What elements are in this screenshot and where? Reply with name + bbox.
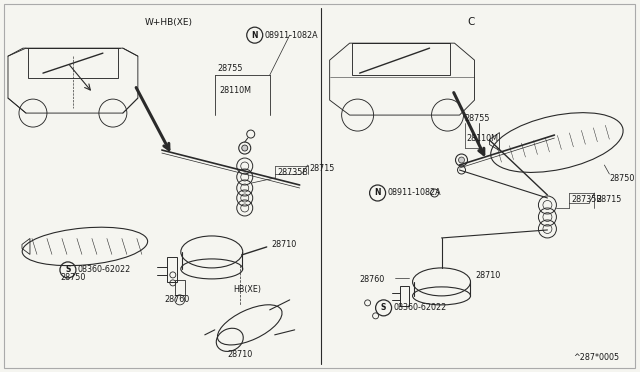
Text: 28710: 28710: [476, 272, 500, 280]
Text: 08911-1082A: 08911-1082A: [265, 31, 318, 40]
Text: 28715: 28715: [596, 195, 621, 205]
Text: N: N: [374, 189, 381, 198]
Text: 28710: 28710: [272, 240, 297, 250]
Text: 28760: 28760: [360, 275, 385, 285]
Text: S: S: [65, 265, 70, 275]
Text: 28750: 28750: [60, 273, 85, 282]
Text: 28715: 28715: [310, 164, 335, 173]
Text: 28710: 28710: [227, 350, 252, 359]
Text: 28735B: 28735B: [572, 195, 602, 205]
Text: 28755: 28755: [465, 113, 490, 122]
Text: W+HB(XE): W+HB(XE): [145, 18, 193, 27]
Text: ^287*0005: ^287*0005: [573, 353, 620, 362]
Text: HB(XE): HB(XE): [233, 285, 260, 294]
Text: C: C: [467, 17, 475, 27]
Text: 28110M: 28110M: [220, 86, 252, 94]
Circle shape: [242, 145, 248, 151]
Text: 28760: 28760: [165, 295, 190, 304]
Text: 28735B: 28735B: [278, 167, 308, 177]
Text: 08911-1082A: 08911-1082A: [388, 189, 441, 198]
Text: 28750: 28750: [609, 173, 635, 183]
Text: 28110M: 28110M: [467, 134, 499, 142]
Text: N: N: [252, 31, 258, 40]
Circle shape: [458, 157, 465, 163]
Text: 08360-62022: 08360-62022: [78, 265, 131, 275]
Text: 08360-62022: 08360-62022: [394, 304, 447, 312]
Text: S: S: [381, 304, 387, 312]
Text: 28755: 28755: [218, 64, 243, 73]
